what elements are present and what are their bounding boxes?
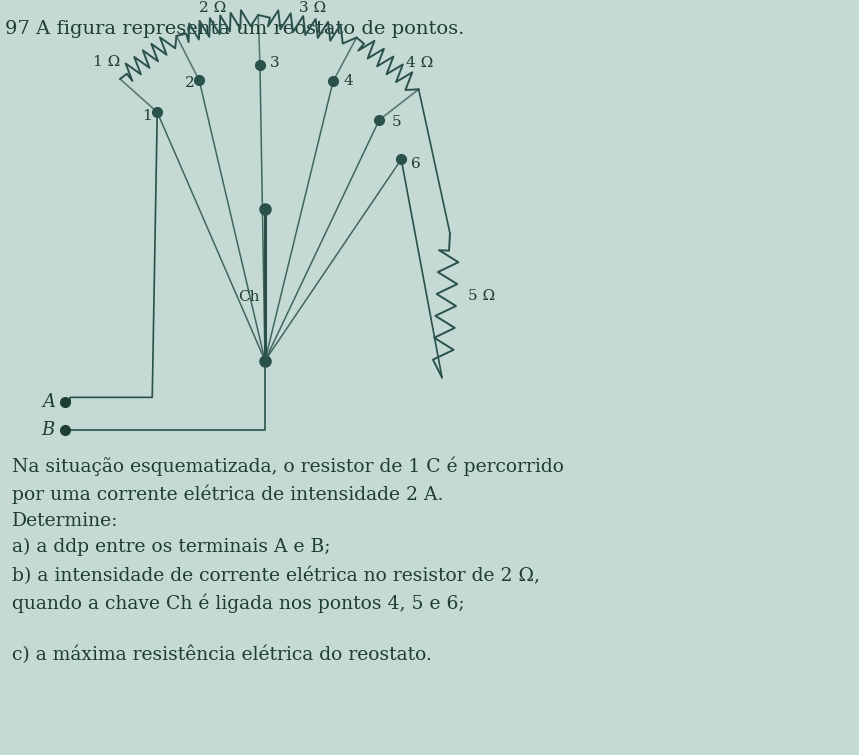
Text: 4: 4 (343, 75, 353, 88)
Text: 3 Ω: 3 Ω (299, 2, 326, 15)
Text: b) a intensidade de corrente elétrica no resistor de 2 Ω,
quando a chave Ch é li: b) a intensidade de corrente elétrica no… (12, 566, 540, 613)
Text: Na situação esquematizada, o resistor de 1 C é percorrido
por uma corrente elétr: Na situação esquematizada, o resistor de… (12, 457, 564, 556)
Text: 6: 6 (411, 157, 421, 171)
Text: 2: 2 (186, 76, 195, 90)
Text: 1 Ω: 1 Ω (93, 55, 120, 69)
Text: 2 Ω: 2 Ω (198, 1, 226, 14)
Text: B: B (42, 421, 55, 439)
Text: 5 Ω: 5 Ω (468, 288, 495, 303)
Text: 1: 1 (143, 109, 152, 123)
Text: 4 Ω: 4 Ω (406, 57, 433, 70)
Text: 97 A figura representa um reostato de pontos.: 97 A figura representa um reostato de po… (5, 20, 465, 38)
Text: Ch: Ch (239, 290, 260, 304)
Text: 3: 3 (270, 56, 279, 69)
Text: A: A (42, 393, 55, 411)
Text: c) a máxima resistência elétrica do reostato.: c) a máxima resistência elétrica do reos… (12, 646, 432, 664)
Text: 5: 5 (391, 115, 401, 129)
